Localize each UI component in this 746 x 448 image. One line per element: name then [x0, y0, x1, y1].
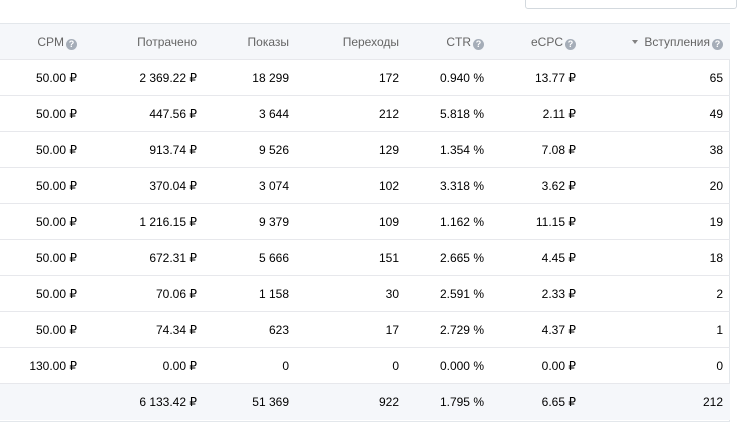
cell-spent: 6 133.42 ₽	[139, 395, 197, 409]
table-row: 50.00 ₽ 370.04 ₽ 3 074 102 3.318 % 3.62 ₽ 20	[0, 168, 730, 204]
table-row: 50.00 ₽ 913.74 ₽ 9 526 129 1.354 % 7.08 ₽ 38	[0, 132, 730, 168]
cell-ctr: 2.729 %	[439, 323, 484, 337]
cell-ctr: 1.795 %	[439, 395, 484, 409]
cell-clicks: 129	[378, 143, 399, 157]
cell-joins: 19	[709, 215, 723, 229]
cell-joins: 2	[716, 287, 723, 301]
table-row: 50.00 ₽ 2 369.22 ₽ 18 299 172 0.940 % 13.77 ₽…	[0, 60, 730, 96]
table-row: 50.00 ₽ 672.31 ₽ 5 666 151 2.665 % 4.45 ₽ 18	[0, 240, 730, 276]
cell-ecpc: 7.08 ₽	[541, 143, 576, 157]
cell-joins: 1	[716, 323, 723, 337]
column-header-spent: Потрачено	[137, 35, 197, 49]
cell-cpm: 50.00 ₽	[36, 287, 77, 301]
cell-clicks: 212	[378, 107, 399, 121]
cell-cpm: 50.00 ₽	[36, 107, 77, 121]
cell-clicks: 30	[385, 287, 399, 301]
cell-cpm: 130.00 ₽	[29, 359, 77, 373]
cell-ctr: 0.940 %	[439, 71, 484, 85]
cell-clicks: 109	[378, 215, 399, 229]
table-total-row: 6 133.42 ₽ 51 369 922 1.795 % 6.65 ₽ 212	[0, 384, 730, 420]
help-icon[interactable]: ?	[66, 39, 77, 50]
cell-joins: 49	[709, 107, 723, 121]
cell-cpm: 50.00 ₽	[36, 215, 77, 229]
column-header-impressions: Показы	[247, 35, 289, 49]
cell-ecpc: 4.45 ₽	[541, 251, 576, 265]
cell-clicks: 172	[378, 71, 399, 85]
ads-stats-table: CPM? Потрачено Показы Переходы CTR? eCPC…	[0, 23, 730, 422]
help-icon[interactable]: ?	[712, 39, 723, 50]
cell-spent: 1 216.15 ₽	[139, 215, 197, 229]
cell-clicks: 17	[385, 323, 399, 337]
cell-spent: 74.34 ₽	[156, 323, 197, 337]
cell-impressions: 623	[268, 323, 289, 337]
cell-joins: 38	[709, 143, 723, 157]
cell-joins: 20	[709, 179, 723, 193]
cell-joins: 65	[709, 71, 723, 85]
cell-impressions: 51 369	[252, 395, 289, 409]
cell-clicks: 102	[378, 179, 399, 193]
cell-cpm: 50.00 ₽	[36, 71, 77, 85]
search-field[interactable]	[525, 0, 737, 9]
cell-spent: 0.00 ₽	[162, 359, 197, 373]
cell-spent: 447.56 ₽	[149, 107, 197, 121]
cell-cpm: 50.00 ₽	[36, 251, 77, 265]
cell-ctr: 1.162 %	[439, 215, 484, 229]
sort-desc-icon[interactable]	[632, 40, 639, 44]
cell-impressions: 9 526	[258, 143, 289, 157]
cell-impressions: 1 158	[258, 287, 289, 301]
cell-joins: 18	[709, 251, 723, 265]
cell-impressions: 9 379	[258, 215, 289, 229]
column-header-cpm: CPM?	[0, 24, 77, 60]
table-row: 50.00 ₽ 70.06 ₽ 1 158 30 2.591 % 2.33 ₽ 2	[0, 276, 730, 312]
cell-cpm: 50.00 ₽	[36, 179, 77, 193]
cell-cpm	[0, 384, 77, 420]
cell-impressions: 0	[282, 359, 289, 373]
column-header-ctr: CTR?	[400, 24, 484, 60]
cell-ctr: 2.665 %	[439, 251, 484, 265]
column-header-joins[interactable]: Вступления?	[580, 24, 723, 60]
cell-impressions: 5 666	[258, 251, 289, 265]
cell-spent: 70.06 ₽	[156, 287, 197, 301]
help-icon[interactable]: ?	[473, 39, 484, 50]
cell-ctr: 1.354 %	[439, 143, 484, 157]
cell-joins: 0	[716, 359, 723, 373]
cell-clicks: 151	[378, 251, 399, 265]
cell-ctr: 2.591 %	[439, 287, 484, 301]
table-row: 50.00 ₽ 447.56 ₽ 3 644 212 5.818 % 2.11 ₽ 49	[0, 96, 730, 132]
cell-ecpc: 3.62 ₽	[541, 179, 576, 193]
column-header-ecpc: eCPC?	[487, 24, 576, 60]
cell-impressions: 3 074	[258, 179, 289, 193]
cell-ctr: 3.318 %	[439, 179, 484, 193]
cell-impressions: 18 299	[252, 71, 289, 85]
table-header: CPM? Потрачено Показы Переходы CTR? eCPC…	[0, 24, 730, 60]
column-header-clicks: Переходы	[342, 35, 399, 49]
cell-cpm: 50.00 ₽	[36, 143, 77, 157]
cell-spent: 672.31 ₽	[149, 251, 197, 265]
table-row: 50.00 ₽ 1 216.15 ₽ 9 379 109 1.162 % 11.15 ₽ 1…	[0, 204, 730, 240]
cell-joins: 212	[702, 395, 723, 409]
help-icon[interactable]: ?	[565, 39, 576, 50]
cell-cpm: 50.00 ₽	[36, 323, 77, 337]
cell-spent: 913.74 ₽	[149, 143, 197, 157]
table-row: 50.00 ₽ 74.34 ₽ 623 17 2.729 % 4.37 ₽ 1	[0, 312, 730, 348]
table-row: 130.00 ₽ 0.00 ₽ 0 0 0.000 % 0.00 ₽ 0	[0, 348, 730, 384]
cell-ecpc: 11.15 ₽	[535, 215, 576, 229]
cell-ctr: 0.000 %	[439, 359, 484, 373]
cell-impressions: 3 644	[258, 107, 289, 121]
cell-ecpc: 6.65 ₽	[541, 395, 576, 409]
cell-ecpc: 2.33 ₽	[541, 287, 576, 301]
cell-ecpc: 0.00 ₽	[541, 359, 576, 373]
cell-ecpc: 4.37 ₽	[541, 323, 576, 337]
cell-ctr: 5.818 %	[439, 107, 484, 121]
cell-ecpc: 13.77 ₽	[535, 71, 576, 85]
cell-ecpc: 2.11 ₽	[542, 107, 576, 121]
cell-clicks: 922	[378, 395, 399, 409]
cell-spent: 2 369.22 ₽	[139, 71, 197, 85]
cell-clicks: 0	[392, 359, 399, 373]
cell-spent: 370.04 ₽	[149, 179, 197, 193]
